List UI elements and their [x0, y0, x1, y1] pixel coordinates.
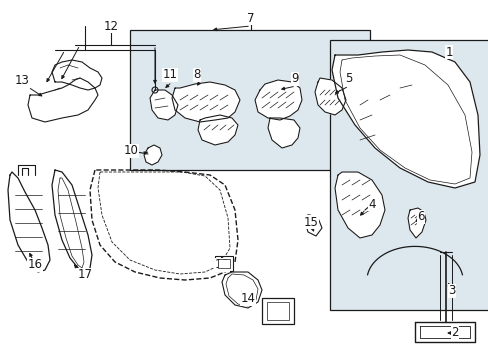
Text: 1: 1: [445, 45, 452, 58]
Text: 9: 9: [291, 72, 298, 85]
Text: 19: 19: [271, 309, 286, 321]
Polygon shape: [8, 172, 50, 272]
Polygon shape: [172, 82, 240, 122]
Polygon shape: [267, 118, 299, 148]
Text: 2: 2: [450, 327, 458, 339]
Bar: [329, 40, 488, 310]
Bar: [266, 302, 288, 320]
Polygon shape: [331, 50, 479, 188]
Polygon shape: [28, 78, 98, 122]
Text: 8: 8: [193, 68, 200, 81]
Polygon shape: [222, 272, 262, 308]
Polygon shape: [150, 90, 178, 120]
Text: 4: 4: [367, 198, 375, 211]
Polygon shape: [143, 145, 162, 165]
Text: 15: 15: [303, 216, 318, 229]
Text: 18: 18: [214, 258, 229, 271]
Text: 5: 5: [345, 72, 352, 85]
Polygon shape: [198, 115, 238, 145]
Text: 11: 11: [162, 68, 177, 81]
Text: 10: 10: [123, 144, 138, 158]
Polygon shape: [314, 78, 346, 115]
Bar: [218, 259, 229, 268]
Text: 13: 13: [15, 73, 29, 86]
Text: 17: 17: [77, 269, 92, 282]
Text: 3: 3: [447, 284, 455, 297]
Text: 7: 7: [247, 12, 254, 24]
Bar: [262, 298, 293, 324]
Text: 16: 16: [27, 258, 42, 271]
Polygon shape: [305, 215, 321, 236]
Polygon shape: [414, 322, 474, 342]
Text: 6: 6: [416, 211, 424, 224]
Polygon shape: [52, 60, 102, 90]
Text: 14: 14: [240, 292, 255, 306]
Bar: [215, 256, 232, 271]
Text: 12: 12: [103, 19, 118, 32]
Bar: [130, 30, 369, 170]
Polygon shape: [334, 172, 384, 238]
Polygon shape: [407, 208, 425, 238]
Polygon shape: [52, 170, 92, 272]
Polygon shape: [254, 80, 302, 120]
